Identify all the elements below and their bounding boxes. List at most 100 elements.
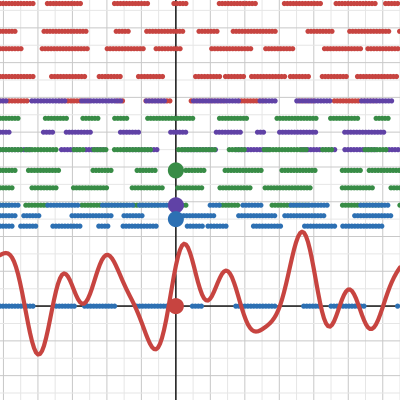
blue-dot: [223, 223, 229, 229]
green-dot: [55, 167, 62, 173]
green-dot: [9, 185, 15, 191]
red-dot: [397, 28, 400, 34]
green-dot: [396, 167, 400, 173]
red-dot: [180, 28, 186, 34]
green-dot: [247, 185, 253, 191]
red-dot: [214, 28, 220, 34]
green-dot: [312, 167, 318, 173]
green-dot: [397, 202, 400, 208]
green-dot: [108, 167, 114, 173]
red-dot: [83, 28, 89, 34]
purple-dot: [235, 98, 242, 104]
red-dot: [140, 46, 146, 52]
blue-dot: [77, 223, 83, 229]
green-dot: [201, 167, 207, 173]
red-curve: [0, 229, 400, 357]
green-dot: [313, 115, 319, 121]
purple-point[interactable]: [167, 197, 184, 214]
red-dot: [144, 0, 151, 7]
blue-dot: [9, 223, 15, 229]
purple-dot: [272, 98, 278, 104]
blue-dot: [199, 223, 205, 229]
green-dot: [397, 185, 400, 191]
green-dot: [303, 147, 309, 153]
blue-dot: [272, 303, 278, 309]
green-dot: [383, 147, 389, 153]
green-dot: [152, 167, 158, 173]
red-dot: [183, 0, 189, 7]
red-dot: [305, 73, 311, 80]
red-dot: [386, 28, 392, 34]
purple-dot: [313, 129, 319, 135]
blue-dot: [277, 223, 284, 229]
red-dot: [217, 73, 223, 80]
blue-dot: [112, 303, 118, 309]
red-dot: [125, 28, 131, 34]
red-dot: [357, 46, 364, 52]
blue-dot: [30, 303, 36, 309]
highlight-points[interactable]: [167, 162, 184, 315]
green-dot: [307, 185, 313, 191]
green-dot: [329, 147, 335, 153]
green-dot: [199, 185, 205, 191]
red-dot: [117, 73, 123, 80]
red-dot: [159, 73, 166, 80]
green-dot: [183, 202, 189, 208]
red-dot: [395, 46, 400, 52]
purple-dot: [327, 98, 333, 104]
purple-dot: [389, 98, 395, 104]
blue-dot: [272, 213, 278, 219]
blue-dot: [388, 213, 394, 219]
green-dot: [15, 115, 21, 121]
purple-dot: [135, 129, 142, 135]
blue-dot: [385, 202, 391, 208]
red-dot: [393, 73, 400, 80]
green-dot: [124, 115, 130, 121]
green-dot: [243, 115, 250, 121]
blue-dot: [332, 223, 338, 229]
blue-dot: [33, 223, 39, 229]
purple-dot: [183, 129, 189, 135]
red-dot: [30, 73, 36, 80]
red-dot: [30, 0, 36, 7]
blue-dot: [12, 213, 18, 219]
red-dot: [82, 73, 88, 80]
purple-dot: [395, 147, 400, 153]
green-dot: [103, 147, 109, 153]
green-dot: [385, 115, 391, 121]
green-point[interactable]: [167, 162, 184, 179]
red-dot: [329, 28, 335, 34]
red-dot: [167, 98, 173, 104]
green-dot: [147, 147, 154, 153]
blue-dot: [324, 202, 330, 208]
purple-dot: [161, 98, 167, 104]
purple-dot: [381, 129, 387, 135]
red-dot: [317, 0, 323, 7]
green-dot: [241, 147, 247, 153]
scatter-dots: [0, 0, 400, 309]
red-point[interactable]: [167, 298, 184, 315]
blue-dot: [36, 213, 42, 219]
blue-point[interactable]: [167, 211, 184, 228]
green-dot: [18, 147, 24, 153]
red-dot: [343, 73, 349, 80]
green-dot: [63, 115, 69, 121]
red-dot: [282, 73, 288, 80]
green-dot: [355, 115, 361, 121]
green-dot: [357, 167, 363, 173]
blue-dot: [15, 202, 21, 208]
blue-dot: [258, 202, 264, 208]
purple-dot: [237, 129, 243, 135]
blue-dot: [71, 303, 77, 309]
blue-dot: [395, 303, 400, 309]
green-dot: [212, 147, 218, 153]
green-dot: [12, 167, 18, 173]
blue-dot: [321, 213, 327, 219]
green-dot: [95, 115, 101, 121]
green-dot: [159, 185, 165, 191]
purple-dot: [62, 98, 68, 104]
